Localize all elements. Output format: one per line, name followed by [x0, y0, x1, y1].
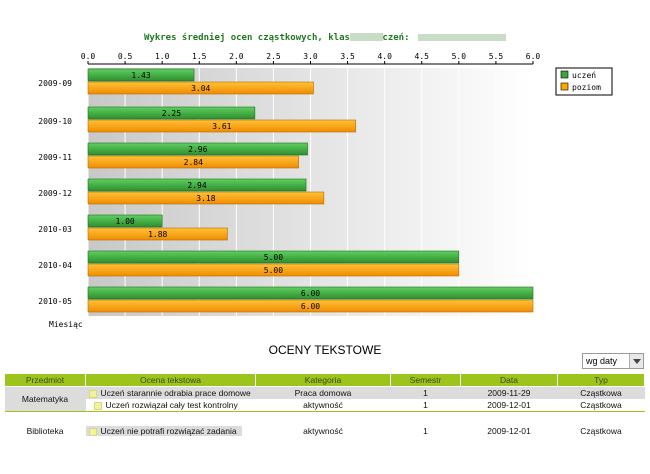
table-spacer — [5, 416, 645, 425]
bar — [87, 227, 228, 241]
x-tick-label: 3.5 — [340, 52, 355, 61]
x-tick-label: 1.5 — [192, 52, 207, 61]
header-subject: Przedmiot — [4, 373, 86, 387]
bar — [87, 119, 357, 133]
bar-data-label: 5.00 — [264, 253, 283, 262]
bar — [87, 299, 534, 313]
grade-text: Uczeń rozwiązał cały test kontrolny — [105, 400, 238, 410]
bar — [87, 81, 314, 95]
bar-data-label: 6.00 — [301, 302, 320, 311]
bar — [87, 250, 460, 264]
bar — [87, 106, 256, 120]
grade-marker-icon — [93, 401, 102, 410]
type-cell: Cząstkowa — [580, 400, 622, 410]
table-header-row: Przedmiot Ocena tekstowa Kategoria Semes… — [4, 373, 645, 387]
bar-data-label: 3.04 — [191, 84, 210, 93]
y-category-label: 2009-09 — [38, 79, 72, 88]
section-title: OCENY TEKSTOWE — [268, 343, 382, 357]
semester-cell: 1 — [390, 386, 461, 399]
y-category-label: 2009-11 — [38, 153, 72, 162]
date-cell: 2009-12-01 — [487, 426, 531, 436]
grade-text: Uczeń starannie odrabia prace domowe — [100, 388, 251, 398]
y-category-label: 2010-03 — [38, 225, 72, 234]
bar-data-label: 1.43 — [131, 71, 150, 80]
date-cell: 2009-11-29 — [460, 386, 558, 399]
bar-data-label: 3.61 — [212, 122, 231, 131]
bar-data-label: 1.00 — [115, 217, 134, 226]
category-cell: Praca domowa — [255, 386, 391, 399]
subject-cell: Biblioteka — [26, 426, 64, 436]
category-cell: aktywność — [303, 426, 343, 436]
y-category-label: 2009-10 — [38, 117, 72, 126]
x-tick-label: 3.0 — [303, 52, 318, 61]
bar-data-label: 6.00 — [301, 289, 320, 298]
bar-data-label: 2.96 — [188, 145, 207, 154]
sort-select[interactable]: wg daty — [582, 353, 644, 369]
legend-swatch-uczen — [560, 70, 569, 79]
title-mask-class — [350, 33, 383, 41]
sort-select-value: wg daty — [586, 356, 618, 366]
legend-label-uczen: uczeń — [572, 71, 596, 80]
bar-data-label: 1.88 — [148, 230, 167, 239]
bar — [87, 178, 307, 192]
grade-text: Uczeń nie potrafi rozwiązać zadania — [100, 426, 237, 436]
table-row: Biblioteka Uczeń nie potrafi rozwiązać z… — [5, 425, 645, 437]
subject-cell: Matematyka — [4, 386, 86, 412]
x-tick-label: 1.0 — [155, 52, 170, 61]
header-text-grade: Ocena tekstowa — [85, 373, 256, 387]
table-row: Matematyka Uczeń starannie odrabia prace… — [4, 386, 645, 412]
chevron-down-icon[interactable] — [629, 354, 643, 368]
semester-cell: 1 — [423, 426, 428, 436]
bar — [87, 155, 299, 169]
type-cell: Cząstkowa — [557, 386, 645, 399]
grade-marker-icon — [88, 427, 97, 436]
bar — [87, 191, 325, 205]
header-type: Typ — [557, 373, 645, 387]
y-category-label: 2010-05 — [38, 297, 72, 306]
bar-data-label: 2.25 — [162, 109, 181, 118]
chart-title: Wykres średniej ocen cząstkowych, klasa:… — [144, 32, 410, 43]
x-tick-label: 0.0 — [81, 52, 96, 61]
table-separator — [4, 411, 645, 416]
title-mask-student — [418, 34, 506, 41]
grade-cell: Uczeń nie potrafi rozwiązać zadania — [85, 425, 256, 437]
grade-cell: Uczeń starannie odrabia prace domowe — [85, 386, 256, 399]
y-axis-label: Miesiąc — [49, 320, 83, 329]
legend-label-poziom: poziom — [572, 83, 601, 92]
average-grades-chart: Wykres średniej ocen cząstkowych, klasa:… — [38, 32, 613, 329]
legend: uczeń poziom — [555, 67, 613, 96]
date-cell: 2009-12-01 — [487, 400, 531, 410]
y-category-label: 2010-04 — [38, 261, 72, 270]
grade-marker-icon — [88, 389, 97, 398]
x-tick-label: 5.5 — [489, 52, 504, 61]
type-cell: Cząstkowa — [580, 426, 622, 436]
bar-data-label: 2.84 — [184, 158, 203, 167]
bar-data-label: 5.00 — [264, 266, 283, 275]
bar — [87, 286, 534, 300]
header-date: Data — [460, 373, 558, 387]
legend-swatch-poziom — [560, 82, 569, 91]
semester-cell: 1 — [423, 400, 428, 410]
text-grades-table: Przedmiot Ocena tekstowa Kategoria Semes… — [4, 373, 645, 437]
grade-cell: Uczeń rozwiązał cały test kontrolny — [86, 399, 256, 412]
x-tick-label: 4.5 — [415, 52, 430, 61]
bar — [87, 68, 195, 82]
category-cell: aktywność — [303, 400, 343, 410]
bar — [87, 142, 308, 156]
bar-data-label: 2.94 — [187, 181, 206, 190]
x-tick-label: 2.5 — [266, 52, 281, 61]
x-tick-label: 5.0 — [452, 52, 467, 61]
header-category: Kategoria — [255, 373, 391, 387]
x-tick-label: 6.0 — [526, 52, 541, 61]
x-tick-label: 0.5 — [118, 52, 133, 61]
x-tick-label: 4.0 — [377, 52, 392, 61]
y-category-label: 2009-12 — [38, 189, 72, 198]
bar — [87, 214, 163, 228]
table-row: Uczeń rozwiązał cały test kontrolny akty… — [5, 399, 645, 412]
bar — [87, 263, 460, 277]
bar-data-label: 3.18 — [196, 194, 215, 203]
x-tick-label: 2.0 — [229, 52, 244, 61]
header-semester: Semestr — [390, 373, 461, 387]
